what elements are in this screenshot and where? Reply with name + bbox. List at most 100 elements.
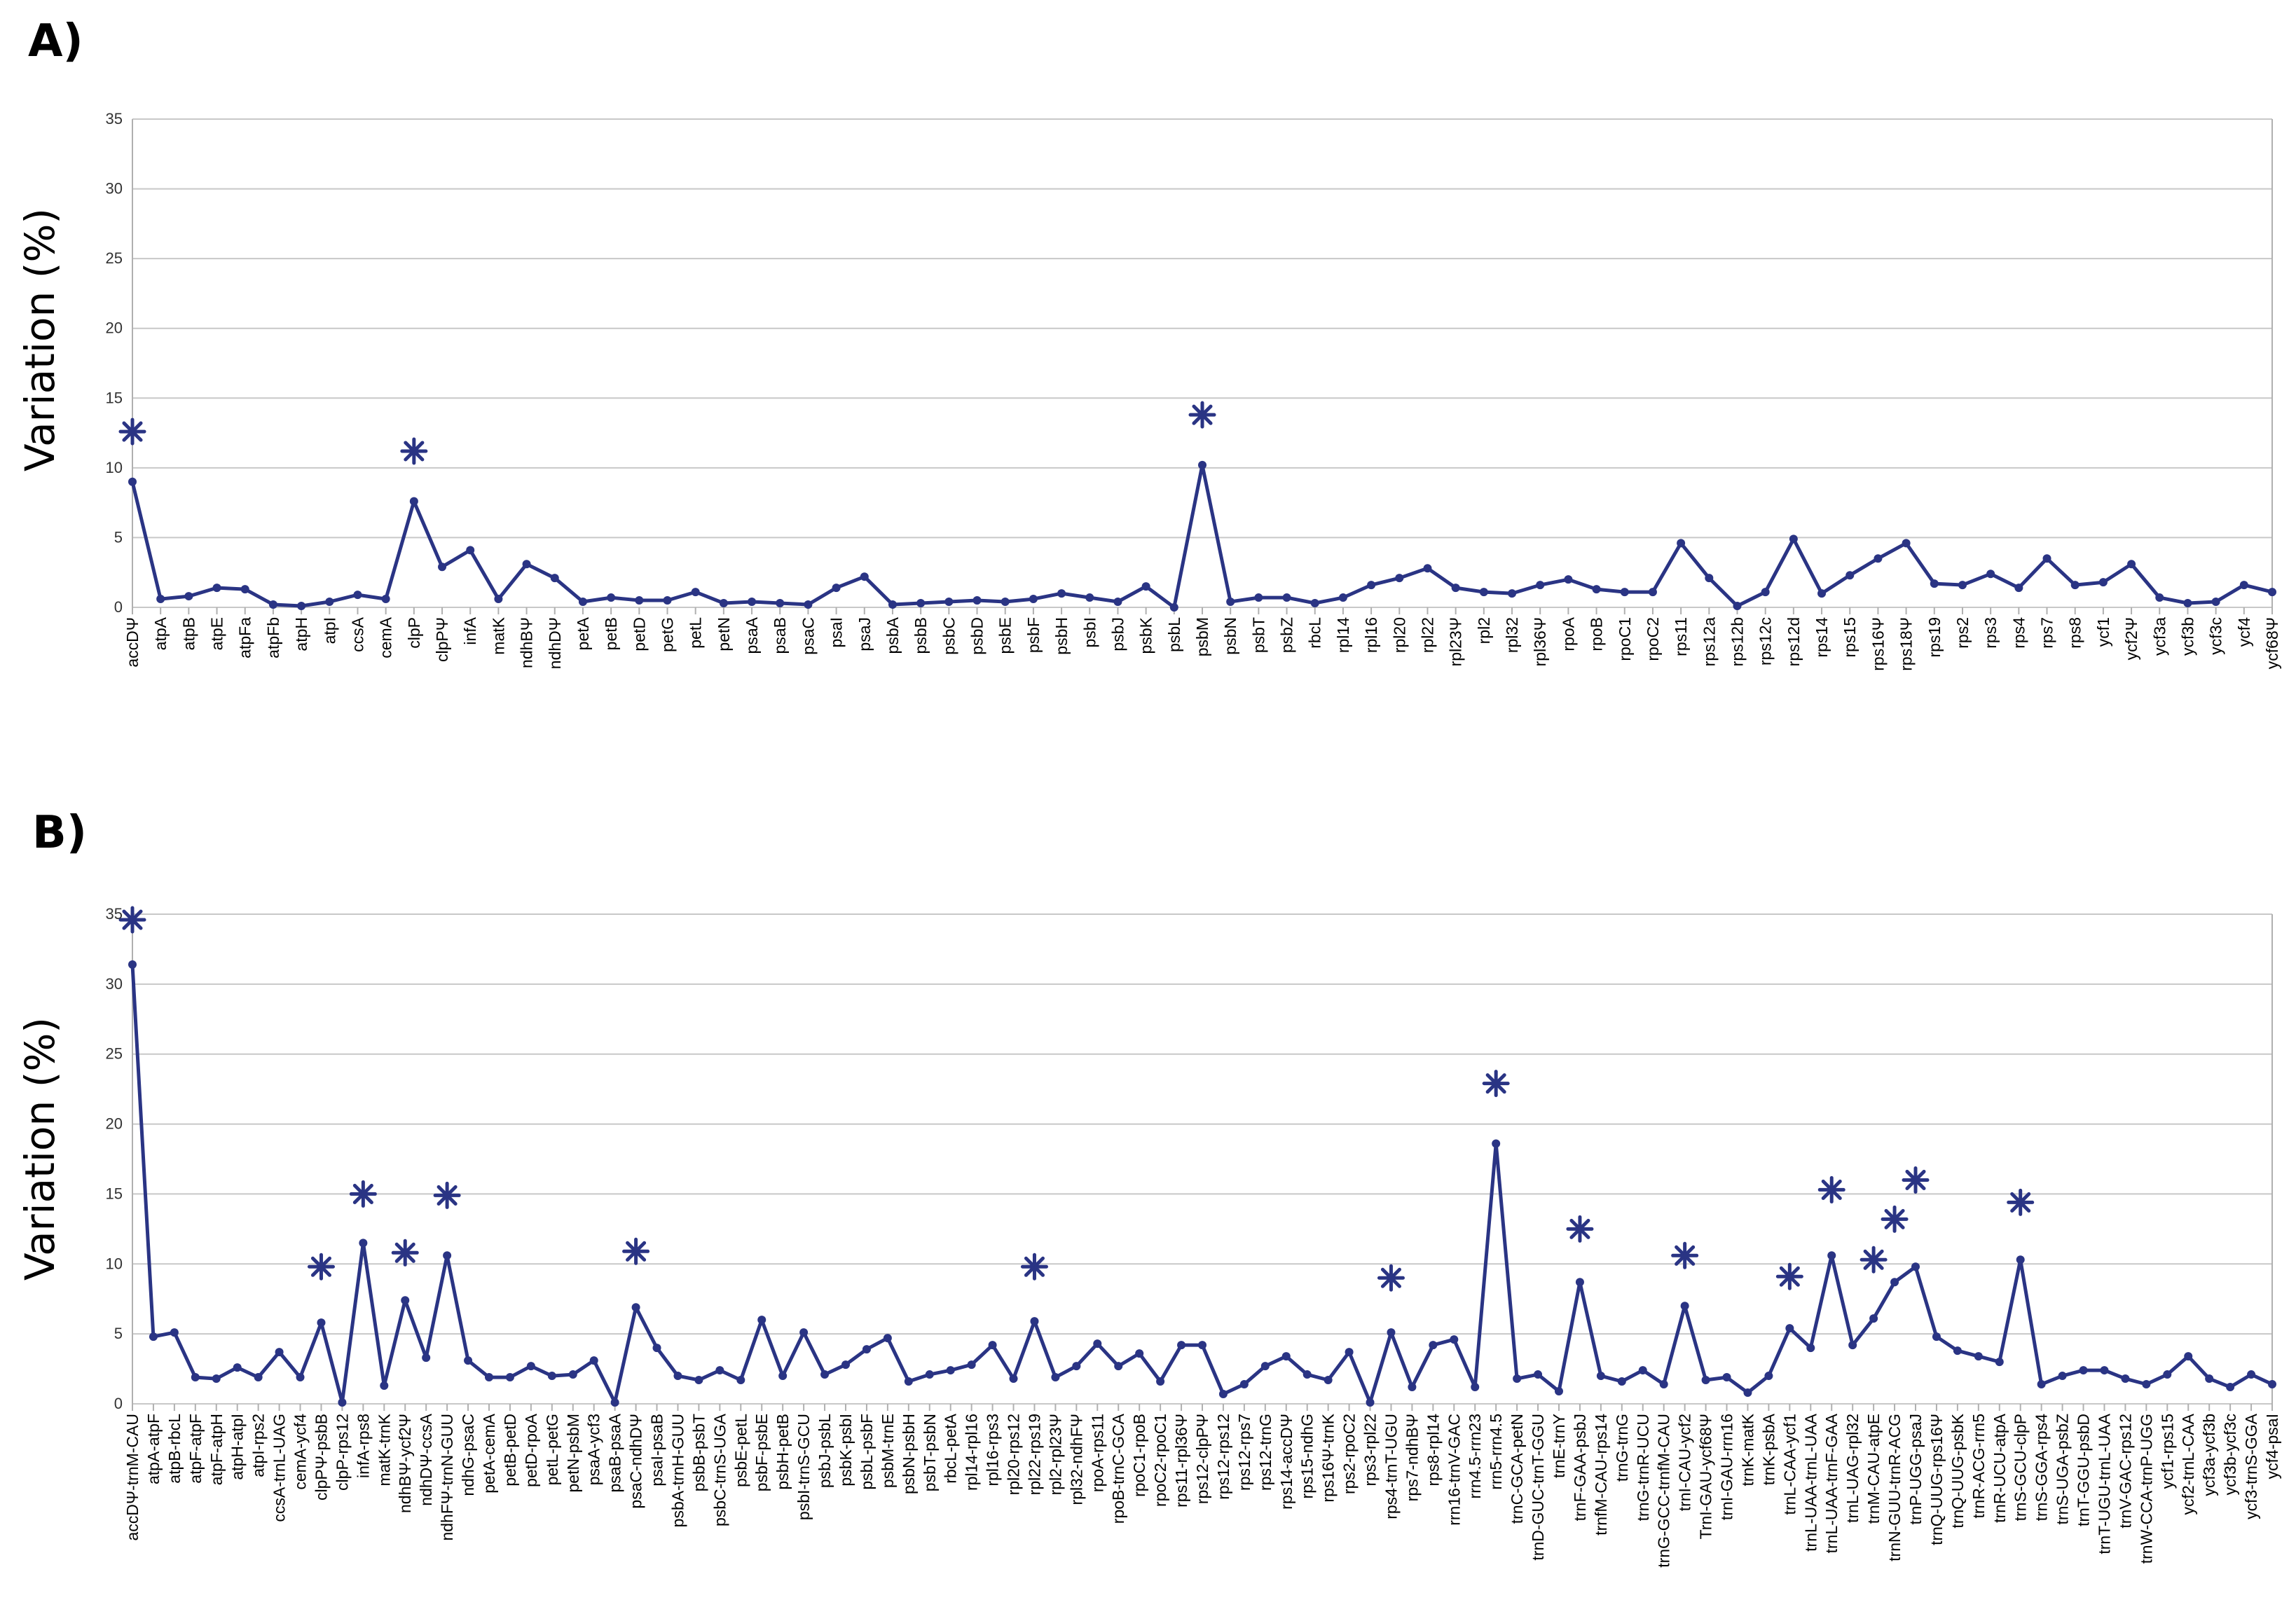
panel-b-x-tick-label: trnR-UCU-atpA: [1991, 1413, 2009, 1523]
panel-b-significance-asterisk-ndhbpsi-ycf2psi: [391, 1239, 419, 1267]
panel-b-x-tick-label: ndhG-psaC: [459, 1414, 477, 1496]
panel-a-point-ccsa: [353, 591, 362, 600]
panel-b-point-atpf-atph: [212, 1374, 221, 1384]
panel-b-x-tick-label: rps12-clpPΨ: [1193, 1414, 1211, 1504]
panel-b-point-ycf4-psai: [2268, 1380, 2276, 1389]
panel-b-x-tick-label: psbT-psbN: [921, 1414, 939, 1491]
panel-b-x-tick-label: atpH-atpI: [228, 1414, 247, 1480]
panel-a-point-psba: [888, 600, 897, 609]
panel-b-point-atpi-rps2: [254, 1373, 263, 1382]
panel-a-point-rps19: [1930, 579, 1939, 588]
panel-a-x-tick-label: psaJ: [855, 617, 874, 651]
panel-a-x-tick-label: psbJ: [1108, 617, 1127, 651]
panel-a-point-rps7: [2042, 554, 2051, 563]
panel-b-x-tick-label: psbA-trnH-GUU: [668, 1414, 687, 1527]
panel-b-x-tick-label: psbC-trnS-UGA: [710, 1413, 729, 1526]
panel-a-x-tick-label: ycf3a: [2150, 617, 2168, 656]
panel-a-x-tick-label: rpl20: [1390, 617, 1408, 653]
panel-b-x-tick-label: rpoC2-rpoC1: [1151, 1414, 1169, 1507]
panel-b-point-rps3-rpl22: [1366, 1398, 1375, 1407]
panel-a-point-atph: [297, 602, 306, 611]
panel-b-significance-asterisk-psac-ndhdpsi-stroke: [626, 1241, 647, 1262]
panel-b-x-tick-label: trnP-UGG-psaJ: [1906, 1414, 1925, 1524]
panel-b-x-tick-label: trnG-trnG: [1613, 1414, 1631, 1482]
panel-b-point-trnl-uaa-trnl-uaa: [1806, 1344, 1815, 1353]
panel-b-x-tick-label: psbL-psbF: [858, 1414, 876, 1490]
panel-b-x-tick-label: trnT-GGU-psbD: [2075, 1414, 2093, 1526]
panel-a-point-psbh: [1057, 589, 1066, 598]
panel-b-point-rpl16-rps3: [988, 1341, 997, 1350]
panel-a-x-tick-label: rps7: [2038, 617, 2056, 649]
panel-a-y-tick-label: 30: [106, 180, 123, 198]
panel-a-series-line: [130, 463, 2273, 609]
panel-a-point-atpb: [184, 592, 193, 601]
panel-b-point-ycf3a-ycf3b: [2205, 1374, 2214, 1384]
panel-b-point-trnm-cau-atpe: [1869, 1314, 1878, 1323]
panel-b-significance-asterisk-trnn-guu-trnr-acg-stroke: [1884, 1208, 1905, 1229]
panel-b-x-tick-label: trnR-ACG-rrn5: [1970, 1414, 1988, 1519]
panel-b-x-tick-label: trnN-GUU-trnR-ACG: [1885, 1414, 1904, 1561]
panel-b-x-tick-label: ycf3a-ycf3b: [2200, 1414, 2218, 1496]
panel-b-point-atpf-atpf: [191, 1373, 200, 1382]
panel-b-x-tick-label: trnL-UAA-trnF-GAA: [1822, 1413, 1841, 1553]
panel-b-x-tick-label: rpl16-rps3: [984, 1414, 1002, 1487]
panel-a-significance-asterisk-psbm: [1188, 401, 1216, 429]
panel-a-x-tick-label: rps11: [1672, 617, 1690, 656]
panel-b-point-trnr-ucu-atpa: [1995, 1358, 2004, 1367]
panel-b-x-tick-label: ycf4-psaI: [2263, 1414, 2281, 1479]
panel-b-x-tick-label: trnL-UAA-trnL-UAA: [1801, 1413, 1820, 1551]
panel-b-point-petl-petg: [547, 1372, 556, 1381]
panel-b-point-rps16psi-trnk: [1324, 1376, 1333, 1385]
panel-a-point-rpl23psi: [1451, 584, 1460, 593]
panel-b-significance-asterisk-trnp-ugg-psaj: [1902, 1166, 1930, 1194]
panel-a-x-tick-label: ccsA: [348, 616, 366, 652]
panel-b-point-trnl-caa-ycf1: [1785, 1324, 1794, 1333]
panel-b-x-tick-label: rps15-ndhG: [1298, 1414, 1317, 1498]
panel-a-point-ndhdpsi: [550, 574, 559, 583]
panel-a-x-tick-label: psbE: [996, 617, 1015, 654]
panel-a-x-tick-label: rps12c: [1757, 617, 1775, 665]
panel-a-point-rpl14: [1338, 593, 1347, 602]
panel-b-point-psbt-psbn: [925, 1370, 934, 1379]
panel-b-point-psac-ndhdpsi: [631, 1303, 640, 1312]
panel-b-significance-asterisk-ndhfpsi-trnn-guu: [433, 1181, 461, 1209]
panel-b-point-rps11-rpl36psi: [1177, 1341, 1186, 1350]
panel-a-x-tick-label: psbL: [1165, 617, 1183, 652]
panel-a-x-tick-label: cemA: [377, 616, 395, 658]
panel-b-point-atph-atpi: [233, 1363, 242, 1372]
panel-b-point-psbb-psbt: [694, 1376, 703, 1385]
panel-b-point-psbn-psbh: [904, 1377, 913, 1386]
panel-b-point-petb-petd: [505, 1373, 514, 1382]
panel-a-significance-asterisk-clpp: [400, 437, 428, 465]
panel-a-x-tick-label: ycf2Ψ: [2122, 617, 2140, 660]
panel-a-point-petl: [691, 588, 700, 597]
panel-b-point-psbi-trns-gcu: [799, 1328, 809, 1337]
panel-a-point-psbz: [1282, 593, 1291, 602]
panel-b-point-psba-trnh-guu: [673, 1372, 682, 1381]
panel-b-point-trnt-ugu-trnl-uaa: [2100, 1366, 2109, 1375]
panel-a-point-rpl22: [1423, 564, 1432, 573]
panel-b-point-trnd-guc-trnt-ggu: [1534, 1370, 1543, 1379]
panel-a-x-tick-label: clpP: [405, 617, 423, 649]
panel-a-x-tick-label: clpPΨ: [433, 617, 451, 662]
panel-a-point-clpp: [409, 497, 418, 506]
panel-a-x-tick-label: ndhDΨ: [546, 617, 564, 669]
panel-a-x-tick-label: psaI: [827, 617, 846, 647]
panel-a-point-ycf3c: [2211, 598, 2220, 607]
panel-a-x-tick-label: petG: [659, 617, 677, 652]
panel-a-point-rps3: [1986, 570, 1995, 579]
panel-a-y-tick-label: 25: [106, 249, 123, 267]
panel-b-x-tick-label: trnI-GAU-rrn16: [1718, 1414, 1736, 1520]
panel-b-point-rps12-rps7: [1239, 1380, 1249, 1389]
panel-b-x-tick-label: trnE-trnY: [1550, 1414, 1568, 1478]
panel-b-point-rpoc2-rpoc1: [1156, 1377, 1165, 1386]
panel-b-x-tick-label: psaC-ndhDΨ: [627, 1414, 645, 1509]
panel-b-significance-asterisk-trnl-caa-ycf1: [1775, 1262, 1803, 1290]
panel-b-point-rps7-ndhbpsi: [1408, 1383, 1417, 1392]
panel-b-y-tick-label: 0: [114, 1395, 123, 1412]
panel-b-x-tick-label: psbH-petB: [774, 1414, 792, 1490]
panel-a-label: A): [28, 15, 83, 67]
panel-a-y-axis-label: Variation (%): [16, 208, 64, 471]
panel-b-point-trnn-guu-trnr-acg: [1890, 1278, 1899, 1287]
